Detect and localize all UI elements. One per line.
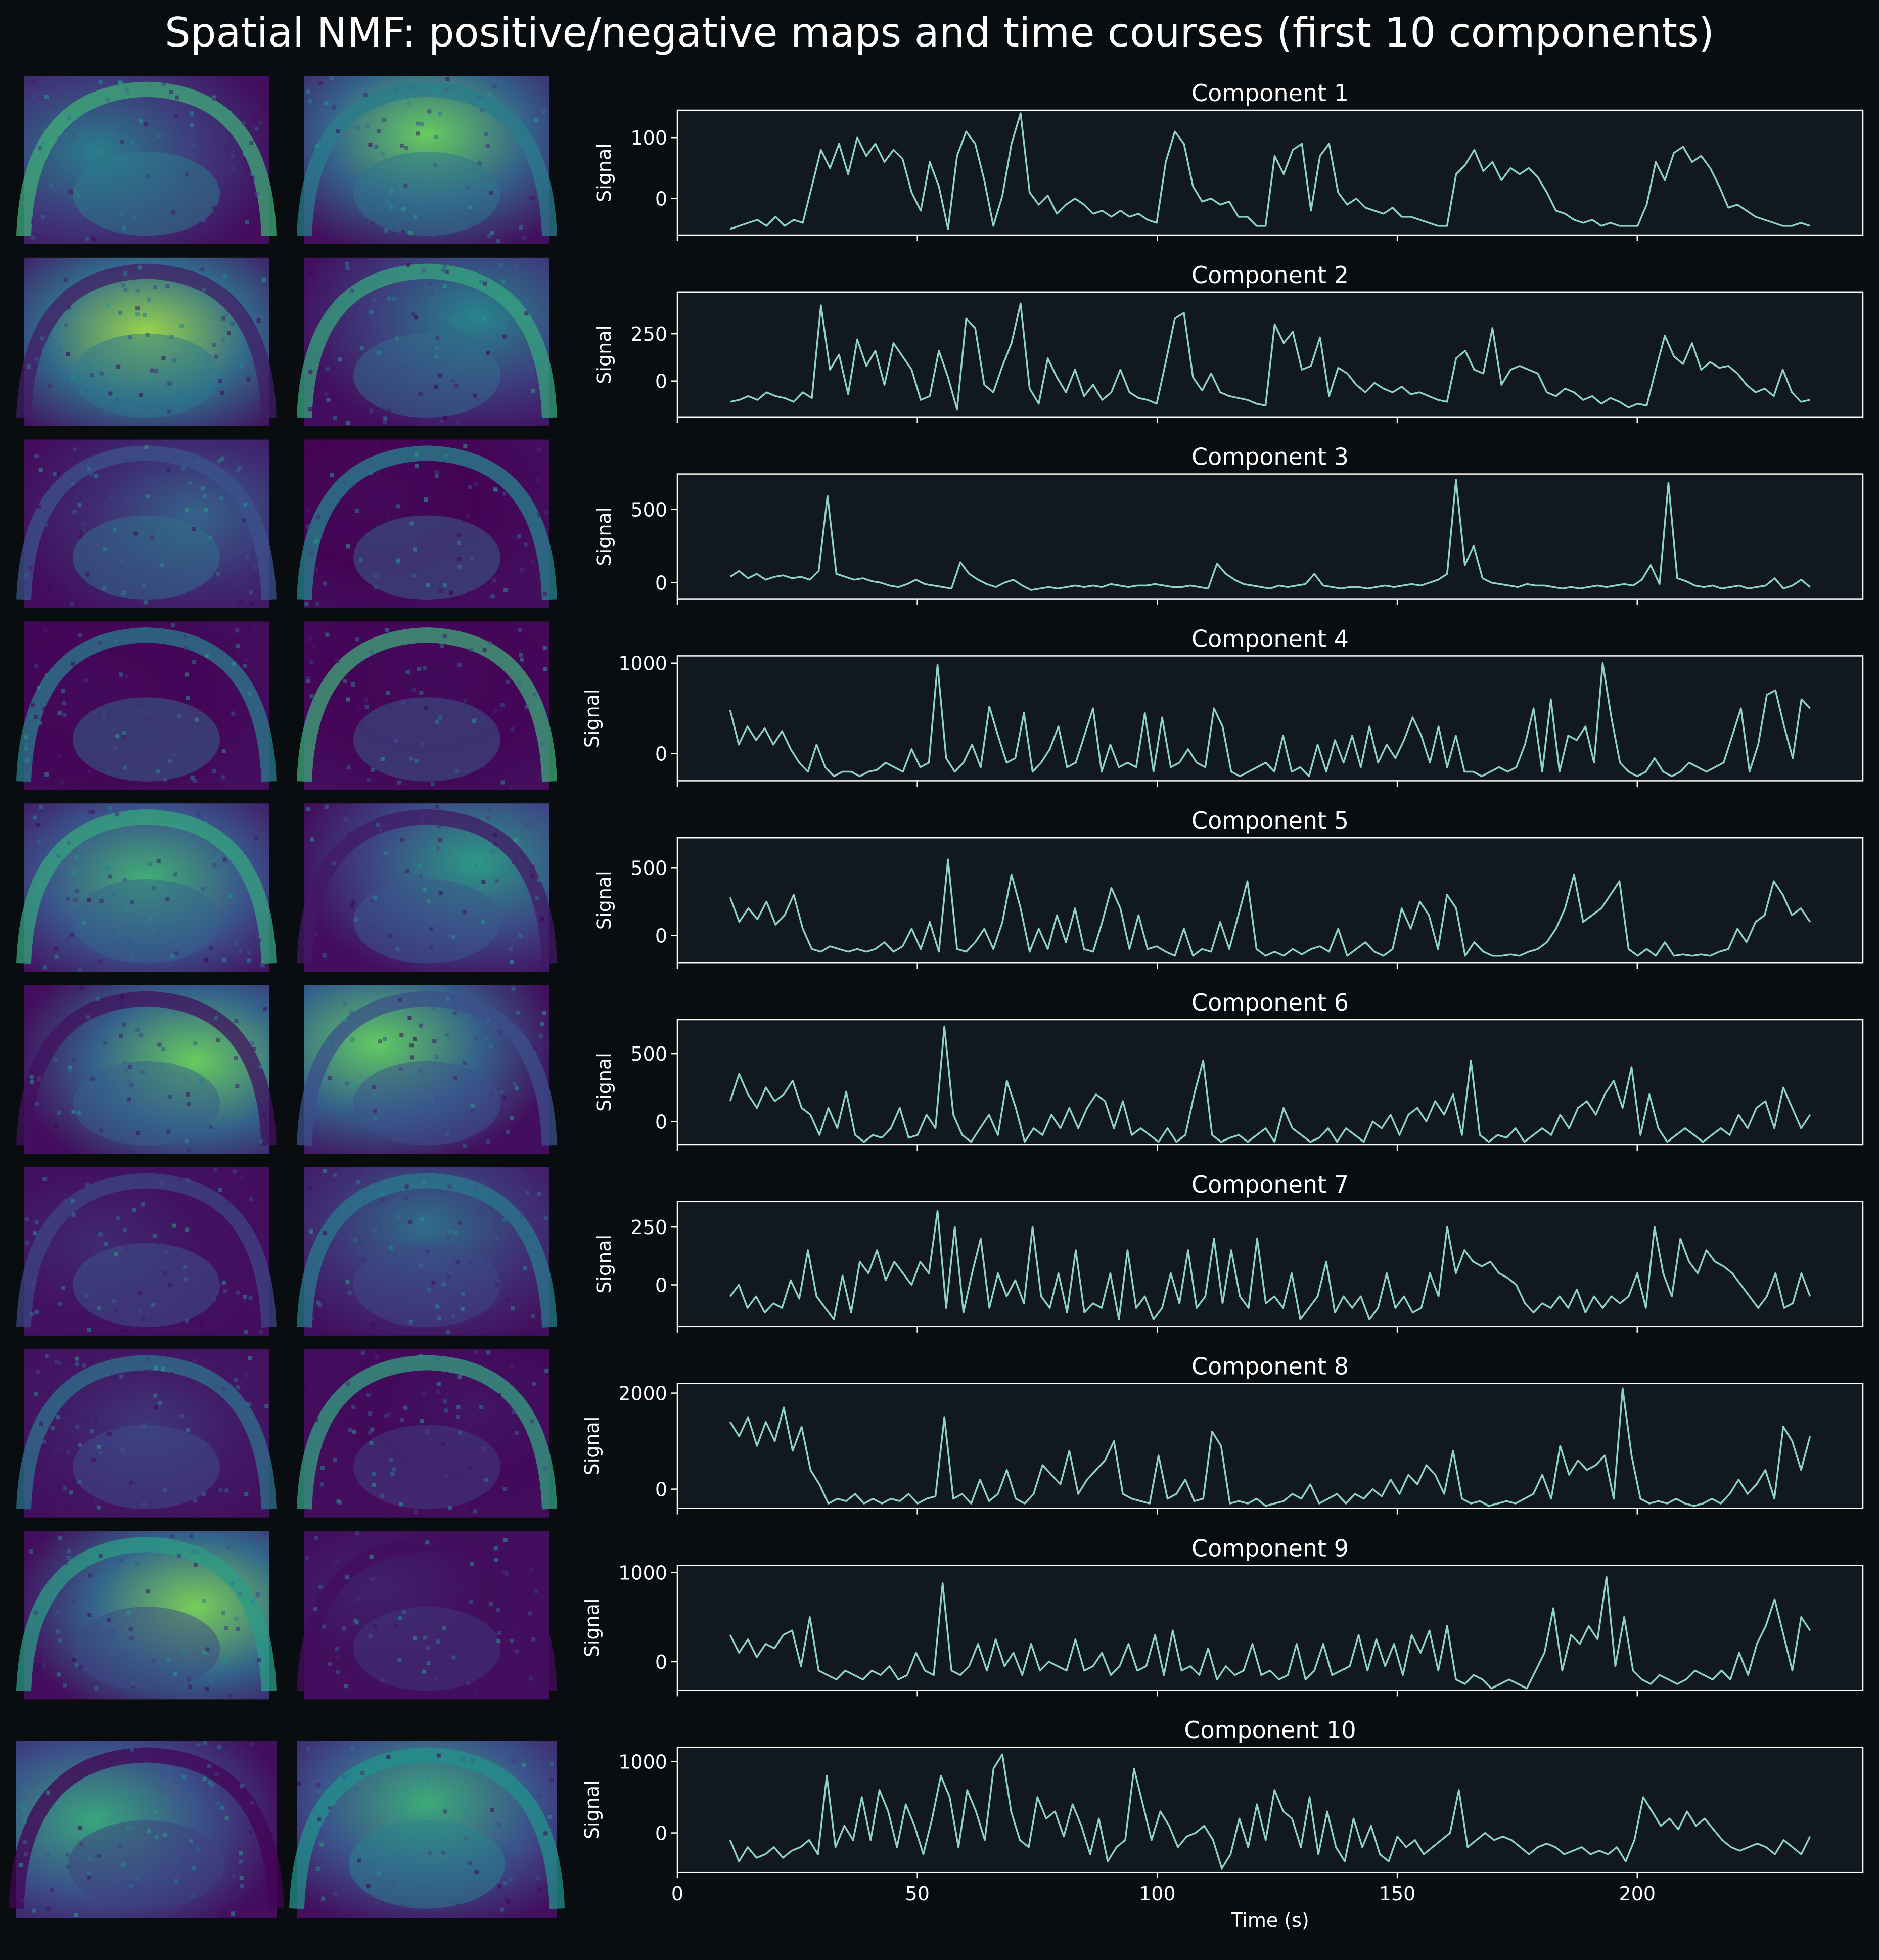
axes-title-4: Component 4 [1191, 625, 1349, 652]
y-axis-label-8: Signal [581, 1417, 603, 1476]
series-line-9 [729, 1576, 1811, 1690]
y-tick-label-2-250: 250 [630, 323, 667, 345]
figure-title: Spatial NMF: positive/negative maps and … [164, 9, 1715, 56]
spatial-map-negative-2 [297, 257, 557, 426]
series-line-5 [729, 858, 1811, 957]
y-axis-label-3: Signal [593, 507, 615, 566]
spatial-map-positive-2 [16, 257, 277, 426]
spatial-map-positive-9 [16, 1531, 277, 1700]
spatial-map-negative-3 [297, 439, 557, 608]
x-tick-label-150: 150 [1379, 1883, 1416, 1905]
axes-frame-8 [676, 1383, 1864, 1509]
y-tick-label-3-0: 0 [655, 572, 667, 595]
y-axis-label-5: Signal [593, 871, 615, 930]
y-tick-label-9-0: 0 [655, 1651, 667, 1673]
x-axis-label: Time (s) [1230, 1909, 1309, 1931]
axes-title-5: Component 5 [1191, 807, 1349, 834]
axes-title-9: Component 9 [1191, 1534, 1349, 1562]
spatial-map-negative-4 [297, 621, 557, 790]
spatial-map-positive-6 [16, 985, 277, 1154]
y-axis-label-6: Signal [593, 1053, 615, 1112]
x-tick-label-100: 100 [1139, 1883, 1176, 1905]
spatial-map-positive-10 [9, 1741, 284, 1918]
spatial-map-positive-1 [16, 76, 277, 244]
series-line-2 [730, 302, 1810, 411]
axes-title-10: Component 10 [1184, 1716, 1356, 1744]
series-line-7 [729, 1210, 1811, 1320]
y-tick-label-1-100: 100 [630, 127, 667, 149]
y-tick-label-9-1000: 1000 [618, 1562, 667, 1584]
axes-title-6: Component 6 [1191, 989, 1349, 1016]
axes-title-3: Component 3 [1191, 443, 1349, 471]
y-tick-label-8-2000: 2000 [618, 1383, 667, 1405]
y-axis-label-7: Signal [593, 1235, 615, 1294]
y-tick-label-2-0: 0 [655, 371, 667, 393]
series-line-3 [729, 479, 1811, 591]
spatial-map-negative-8 [297, 1349, 557, 1518]
spatial-map-negative-1 [297, 76, 557, 244]
y-tick-label-6-0: 0 [655, 1111, 667, 1133]
y-tick-label-10-1000: 1000 [618, 1751, 667, 1773]
axes-frame-2 [676, 291, 1864, 418]
spatial-map-positive-7 [16, 1167, 277, 1336]
axes-frame-6 [676, 1019, 1864, 1146]
y-axis-label-10: Signal [581, 1780, 603, 1839]
spatial-map-negative-6 [297, 985, 557, 1154]
series-line-8 [729, 1387, 1811, 1507]
axes-frame-9 [676, 1565, 1864, 1691]
y-axis-label-2: Signal [593, 325, 615, 384]
axes-frame-4 [676, 655, 1864, 782]
axes-frame-1 [676, 109, 1864, 236]
spatial-map-negative-9 [297, 1531, 557, 1700]
spatial-map-positive-5 [16, 803, 277, 972]
series-line-10 [729, 1753, 1811, 1870]
spatial-map-negative-7 [297, 1167, 557, 1336]
axes-frame-5 [676, 837, 1864, 964]
axes-title-1: Component 1 [1191, 79, 1349, 107]
y-tick-label-7-250: 250 [630, 1216, 667, 1239]
x-tick-label-50: 50 [905, 1883, 930, 1905]
y-axis-label-1: Signal [593, 143, 615, 202]
x-tick-label-200: 200 [1619, 1883, 1656, 1905]
axes-frame-3 [676, 473, 1864, 600]
y-tick-label-6-500: 500 [630, 1043, 667, 1065]
spatial-map-positive-4 [16, 621, 277, 790]
spatial-map-positive-8 [16, 1349, 277, 1518]
y-tick-label-4-0: 0 [655, 743, 667, 765]
y-tick-label-5-500: 500 [630, 857, 667, 879]
y-tick-label-5-0: 0 [655, 925, 667, 947]
y-tick-label-4-1000: 1000 [618, 653, 667, 675]
spatial-map-negative-10 [289, 1741, 565, 1918]
y-axis-label-9: Signal [581, 1599, 603, 1658]
y-tick-label-7-0: 0 [655, 1274, 667, 1296]
x-tick-label-0: 0 [671, 1883, 683, 1905]
axes-title-2: Component 2 [1191, 261, 1349, 289]
y-tick-label-10-0: 0 [655, 1822, 667, 1845]
y-tick-label-3-500: 500 [630, 498, 667, 521]
spatial-map-negative-5 [297, 803, 557, 972]
spatial-map-positive-3 [16, 439, 277, 608]
series-line-1 [729, 112, 1811, 230]
axes-frame-7 [676, 1201, 1864, 1328]
axes-frame-10 [676, 1746, 1864, 1873]
y-tick-label-8-0: 0 [655, 1479, 667, 1501]
axes-title-7: Component 7 [1191, 1171, 1349, 1198]
y-tick-label-1-0: 0 [655, 188, 667, 210]
series-line-6 [729, 1025, 1811, 1143]
axes-title-8: Component 8 [1191, 1353, 1349, 1380]
y-axis-label-4: Signal [581, 689, 603, 748]
series-line-4 [729, 662, 1811, 778]
